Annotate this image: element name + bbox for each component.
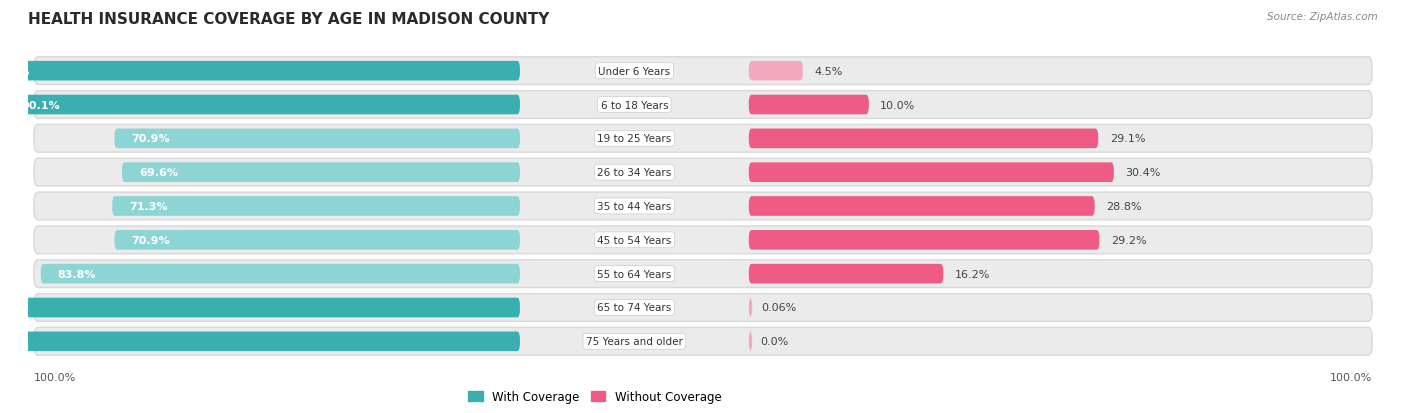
- Text: 71.3%: 71.3%: [129, 202, 167, 211]
- Text: 35 to 44 Years: 35 to 44 Years: [598, 202, 672, 211]
- Text: 29.2%: 29.2%: [1111, 235, 1146, 245]
- FancyBboxPatch shape: [34, 226, 1372, 254]
- FancyBboxPatch shape: [749, 230, 1099, 250]
- FancyBboxPatch shape: [749, 62, 803, 81]
- Legend: With Coverage, Without Coverage: With Coverage, Without Coverage: [464, 385, 727, 408]
- Text: 95.5%: 95.5%: [0, 66, 30, 76]
- FancyBboxPatch shape: [34, 192, 1372, 221]
- FancyBboxPatch shape: [749, 95, 869, 115]
- FancyBboxPatch shape: [122, 163, 520, 183]
- FancyBboxPatch shape: [34, 58, 1372, 85]
- Text: 29.1%: 29.1%: [1109, 134, 1146, 144]
- FancyBboxPatch shape: [34, 125, 1372, 153]
- Text: 90.1%: 90.1%: [22, 100, 60, 110]
- Text: 100.0%: 100.0%: [34, 372, 76, 382]
- FancyBboxPatch shape: [0, 62, 520, 81]
- FancyBboxPatch shape: [114, 230, 520, 250]
- Text: 83.8%: 83.8%: [58, 269, 97, 279]
- FancyBboxPatch shape: [34, 91, 1372, 119]
- Text: 0.0%: 0.0%: [761, 337, 789, 347]
- FancyBboxPatch shape: [0, 298, 520, 318]
- Text: Under 6 Years: Under 6 Years: [599, 66, 671, 76]
- FancyBboxPatch shape: [112, 197, 520, 216]
- Text: 100.0%: 100.0%: [0, 337, 11, 347]
- FancyBboxPatch shape: [4, 95, 520, 115]
- Text: 70.9%: 70.9%: [132, 235, 170, 245]
- FancyBboxPatch shape: [749, 332, 752, 351]
- FancyBboxPatch shape: [749, 197, 1095, 216]
- Text: 0.06%: 0.06%: [761, 303, 796, 313]
- FancyBboxPatch shape: [0, 332, 520, 351]
- FancyBboxPatch shape: [34, 159, 1372, 187]
- Text: 16.2%: 16.2%: [955, 269, 990, 279]
- FancyBboxPatch shape: [34, 294, 1372, 322]
- Text: 100.0%: 100.0%: [1330, 372, 1372, 382]
- Text: 26 to 34 Years: 26 to 34 Years: [598, 168, 672, 178]
- Text: 55 to 64 Years: 55 to 64 Years: [598, 269, 672, 279]
- FancyBboxPatch shape: [749, 264, 943, 284]
- Text: 4.5%: 4.5%: [814, 66, 842, 76]
- FancyBboxPatch shape: [34, 328, 1372, 355]
- Text: Source: ZipAtlas.com: Source: ZipAtlas.com: [1267, 12, 1378, 22]
- Text: 10.0%: 10.0%: [880, 100, 915, 110]
- FancyBboxPatch shape: [41, 264, 520, 284]
- FancyBboxPatch shape: [34, 260, 1372, 288]
- Text: 99.9%: 99.9%: [0, 303, 4, 313]
- Text: 70.9%: 70.9%: [132, 134, 170, 144]
- FancyBboxPatch shape: [114, 129, 520, 149]
- FancyBboxPatch shape: [749, 129, 1098, 149]
- Text: 28.8%: 28.8%: [1107, 202, 1142, 211]
- FancyBboxPatch shape: [749, 298, 752, 318]
- Text: 19 to 25 Years: 19 to 25 Years: [598, 134, 672, 144]
- Text: 45 to 54 Years: 45 to 54 Years: [598, 235, 672, 245]
- FancyBboxPatch shape: [749, 163, 1114, 183]
- Text: 6 to 18 Years: 6 to 18 Years: [600, 100, 668, 110]
- Text: HEALTH INSURANCE COVERAGE BY AGE IN MADISON COUNTY: HEALTH INSURANCE COVERAGE BY AGE IN MADI…: [28, 12, 550, 27]
- Text: 69.6%: 69.6%: [139, 168, 179, 178]
- Text: 30.4%: 30.4%: [1125, 168, 1161, 178]
- Text: 65 to 74 Years: 65 to 74 Years: [598, 303, 672, 313]
- Text: 75 Years and older: 75 Years and older: [586, 337, 683, 347]
